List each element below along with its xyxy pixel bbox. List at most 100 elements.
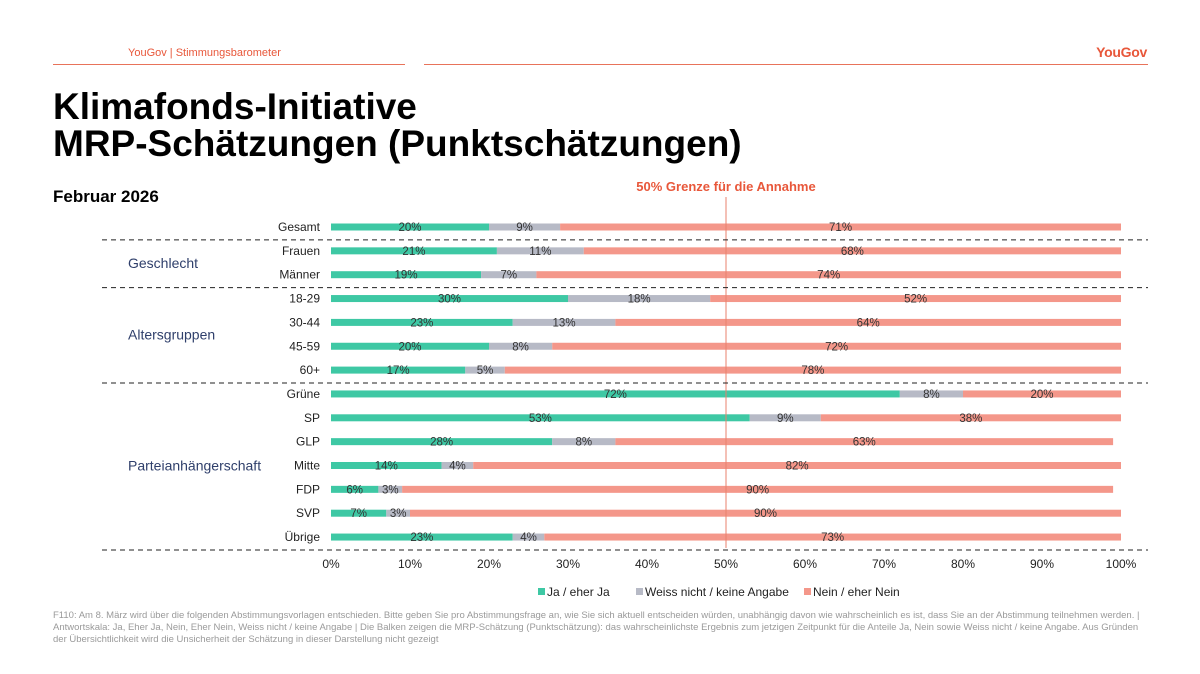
bar-segment — [402, 485, 1114, 493]
bar-segment — [568, 295, 711, 303]
bar-value-label: 21% — [402, 246, 425, 258]
category-label: 18-29 — [289, 292, 320, 306]
yougov-logo: YouGov — [1096, 44, 1147, 60]
x-tick-label: 10% — [398, 557, 422, 571]
bar-value-label: 90% — [746, 484, 769, 496]
x-tick-label: 20% — [477, 557, 501, 571]
category-label: 60+ — [300, 363, 320, 377]
bar-value-label: 8% — [923, 389, 940, 401]
bar-segment — [496, 247, 584, 255]
category-label: 30-44 — [289, 315, 320, 329]
bar-segment — [710, 295, 1121, 303]
bar-segment — [331, 223, 489, 231]
bar-value-label: 20% — [1030, 389, 1053, 401]
bar-segment — [820, 414, 1121, 422]
bar-value-label: 13% — [553, 317, 576, 329]
bar-value-label: 8% — [575, 437, 592, 449]
category-label: FDP — [296, 482, 320, 496]
bar-value-label: 63% — [853, 437, 876, 449]
bar-value-label: 64% — [857, 317, 880, 329]
bar-value-label: 52% — [904, 294, 927, 306]
footnote: F110: Am 8. März wird über die folgenden… — [53, 610, 1140, 645]
bar-value-label: 73% — [821, 532, 844, 544]
x-tick-label: 0% — [322, 557, 340, 571]
header-rule-right — [424, 64, 1148, 65]
bar-segment — [386, 509, 410, 517]
legend-label: Ja / eher Ja — [547, 585, 610, 599]
bar-segment — [331, 342, 489, 350]
bar-segment — [331, 438, 553, 446]
header-rule-left — [53, 64, 405, 65]
legend-label: Nein / eher Nein — [813, 585, 900, 599]
bar-segment — [410, 509, 1121, 517]
bar-value-label: 71% — [829, 222, 852, 234]
bar-segment — [552, 342, 1121, 350]
x-tick-label: 60% — [793, 557, 817, 571]
bar-value-label: 53% — [529, 413, 552, 425]
bar-value-label: 23% — [410, 532, 433, 544]
bar-segment — [331, 414, 750, 422]
bar-value-label: 30% — [438, 294, 461, 306]
bar-segment — [560, 223, 1121, 231]
bar-segment — [378, 485, 403, 493]
x-tick-label: 50% — [714, 557, 738, 571]
bar-segment — [963, 390, 1121, 398]
bar-value-label: 20% — [398, 341, 421, 353]
bar-value-label: 38% — [959, 413, 982, 425]
category-label: Mitte — [294, 459, 320, 473]
bar-value-label: 72% — [604, 389, 627, 401]
x-tick-label: 90% — [1030, 557, 1054, 571]
category-label: 45-59 — [289, 339, 320, 353]
bar-value-label: 3% — [382, 484, 399, 496]
bar-value-label: 78% — [801, 365, 824, 377]
bar-segment — [331, 318, 513, 326]
x-tick-label: 30% — [556, 557, 580, 571]
bar-segment — [552, 438, 616, 446]
reference-line-label: 50% Grenze für die Annahme — [636, 179, 815, 194]
legend-label: Weiss nicht / keine Angabe — [645, 585, 789, 599]
bar-segment — [615, 438, 1114, 446]
bar-value-label: 68% — [841, 246, 864, 258]
bar-segment — [512, 318, 616, 326]
bar-value-label: 4% — [449, 461, 466, 473]
bar-segment — [512, 533, 545, 541]
x-tick-label: 70% — [872, 557, 896, 571]
bar-segment — [504, 366, 1121, 374]
bar-value-label: 5% — [477, 365, 494, 377]
group-label: Altersgruppen — [128, 326, 215, 342]
legend-swatch — [538, 588, 545, 595]
bar-value-label: 90% — [754, 508, 777, 520]
bar-value-label: 4% — [520, 532, 537, 544]
category-label: Übrige — [285, 530, 321, 544]
bar-segment — [544, 533, 1121, 541]
bar-value-label: 14% — [375, 461, 398, 473]
bar-value-label: 9% — [777, 413, 794, 425]
bar-value-label: 82% — [786, 461, 809, 473]
category-label: Gesamt — [278, 220, 321, 234]
bar-value-label: 28% — [430, 437, 453, 449]
category-label: SVP — [296, 506, 320, 520]
bar-segment — [331, 462, 442, 469]
title-line-1: Klimafonds-Initiative — [53, 86, 417, 127]
bar-segment — [331, 509, 387, 517]
group-label: Parteianhängerschaft — [128, 458, 261, 474]
bar-value-label: 18% — [628, 294, 651, 306]
bar-value-label: 74% — [817, 270, 840, 282]
category-label: Frauen — [282, 244, 320, 258]
bar-segment — [465, 366, 505, 374]
bar-value-label: 7% — [500, 270, 517, 282]
page-subtitle: Februar 2026 — [53, 187, 159, 206]
bar-segment — [441, 462, 474, 469]
bar-segment — [331, 485, 379, 493]
bar-value-label: 3% — [390, 508, 407, 520]
category-label: SP — [304, 411, 320, 425]
legend-swatch — [804, 588, 811, 595]
bar-segment — [489, 223, 561, 231]
x-tick-label: 40% — [635, 557, 659, 571]
x-tick-label: 100% — [1106, 557, 1137, 571]
bar-segment — [331, 390, 900, 398]
bar-segment — [331, 247, 497, 255]
category-label: Männer — [279, 268, 320, 282]
bar-value-label: 7% — [350, 508, 367, 520]
